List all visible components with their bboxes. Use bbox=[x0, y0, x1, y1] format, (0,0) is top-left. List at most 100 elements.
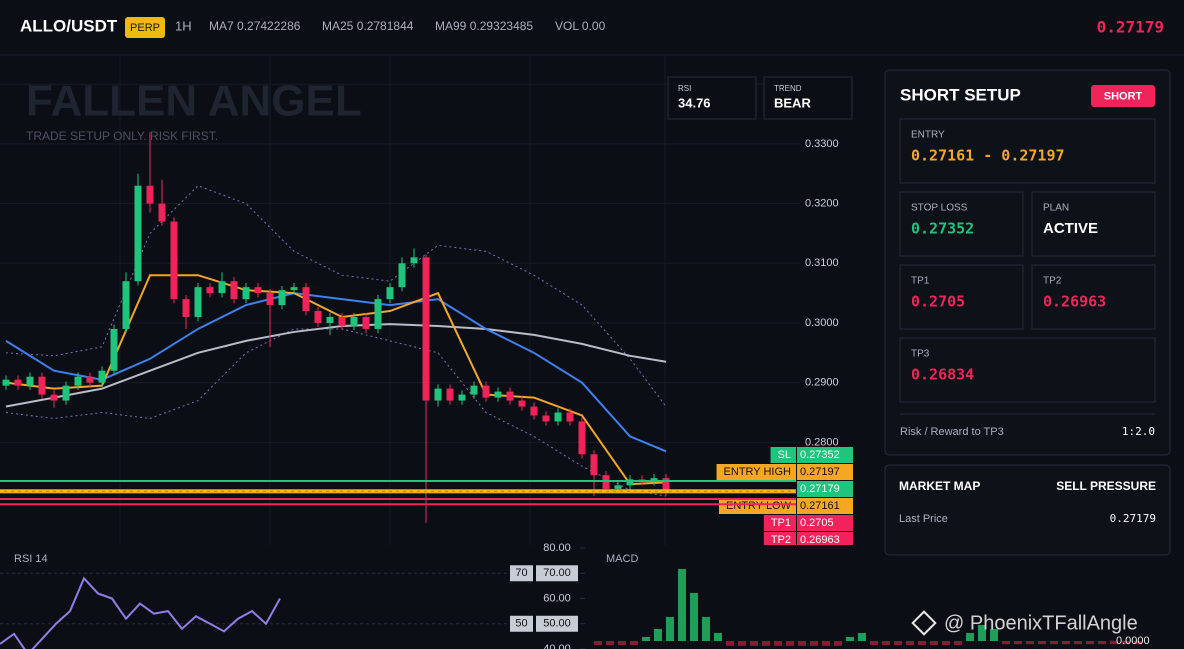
y-tick-label: 40.00 bbox=[543, 643, 571, 649]
level-label: TP2 bbox=[771, 534, 791, 546]
macd-bar bbox=[618, 641, 626, 645]
macd-bar bbox=[978, 625, 986, 641]
candle-body bbox=[530, 406, 538, 416]
y-tick-label: 0.2800 bbox=[805, 436, 839, 448]
y-tick-label: 70.00 bbox=[543, 567, 571, 579]
footer-watermark-text: @ PhoenixTFallAngle bbox=[944, 612, 1138, 634]
vol-value: 0.00 bbox=[582, 19, 606, 33]
y-tick-label: 0.3100 bbox=[805, 257, 839, 269]
tp2-label: TP2 bbox=[1043, 276, 1062, 287]
entry-value: 0.27161 - 0.27197 bbox=[911, 147, 1065, 165]
perp-badge bbox=[125, 17, 165, 38]
sl-card bbox=[899, 191, 1024, 257]
macd-bar bbox=[1038, 641, 1046, 645]
ma99-value: 0.29323485 bbox=[470, 19, 534, 33]
price-plot bbox=[2, 131, 670, 523]
macd-bar bbox=[642, 637, 650, 641]
plan-value: ACTIVE bbox=[1043, 220, 1098, 237]
level-value-box bbox=[797, 481, 853, 497]
macd-bar bbox=[1062, 641, 1070, 645]
candle-body bbox=[206, 287, 214, 294]
candle-body bbox=[386, 287, 394, 300]
candle-body bbox=[2, 379, 10, 386]
candle-body bbox=[602, 475, 610, 489]
rr-label: Risk / Reward to TP3 bbox=[900, 426, 1004, 438]
tp3-value: 0.26834 bbox=[911, 366, 974, 384]
candle-body bbox=[506, 391, 514, 401]
y-tick-label: 50.00 bbox=[543, 618, 571, 630]
candle-body bbox=[74, 376, 82, 386]
macd-bar bbox=[762, 641, 770, 646]
macd-bar bbox=[1098, 641, 1106, 645]
candle-body bbox=[218, 281, 226, 294]
level-value-box bbox=[797, 498, 853, 514]
level-label: TP1 bbox=[771, 517, 791, 529]
candle-body bbox=[458, 394, 466, 401]
macd-bar bbox=[666, 617, 674, 641]
macd-bar bbox=[990, 629, 998, 641]
macd-bar bbox=[714, 633, 722, 641]
badge-box bbox=[667, 76, 757, 120]
candle-body bbox=[242, 287, 250, 300]
market-map-title: MARKET MAP bbox=[899, 479, 980, 493]
macd-bar bbox=[846, 637, 854, 641]
last-price: 0.27179 bbox=[1097, 18, 1164, 37]
candle-body bbox=[290, 287, 298, 291]
market-map: MARKET MAP SELL PRESSURE Last Price 0.27… bbox=[884, 464, 1171, 556]
macd-panel bbox=[590, 545, 1184, 649]
last-price-label: Last Price bbox=[899, 513, 948, 525]
level-label-box bbox=[719, 498, 796, 514]
tp1-card bbox=[899, 264, 1024, 330]
ma7: MA7 0.27422286 bbox=[209, 19, 301, 33]
y-tick-label: 0.3200 bbox=[805, 198, 839, 210]
rsi-level-box bbox=[510, 565, 533, 582]
candle-body bbox=[86, 376, 94, 383]
candle-body bbox=[446, 388, 454, 401]
short-button[interactable] bbox=[1091, 85, 1155, 107]
candle-body bbox=[662, 478, 670, 492]
candle-body bbox=[542, 415, 550, 422]
tagline: TRADE SETUP ONLY. RISK FIRST. bbox=[26, 129, 218, 143]
level-label: ENTRY HIGH bbox=[724, 466, 791, 478]
candle-body bbox=[38, 376, 46, 395]
macd-bar bbox=[822, 641, 830, 646]
macd-bar bbox=[810, 641, 818, 646]
macd-bar bbox=[1014, 641, 1022, 645]
macd-bar bbox=[798, 641, 806, 646]
market-status: SELL PRESSURE bbox=[1056, 479, 1156, 493]
candle-body bbox=[590, 454, 598, 476]
indicator-line bbox=[5, 185, 667, 407]
ma25-value: 0.2781844 bbox=[357, 19, 414, 33]
candle-body bbox=[518, 400, 526, 407]
watermark: FALLEN ANGEL bbox=[26, 77, 362, 126]
macd-bar bbox=[774, 641, 782, 646]
macd-bar bbox=[1026, 641, 1034, 645]
macd-bar bbox=[858, 633, 866, 641]
macd-bar bbox=[630, 641, 638, 645]
ma25: MA25 0.2781844 bbox=[322, 19, 414, 33]
macd-bar bbox=[786, 641, 794, 646]
level-value-box bbox=[797, 515, 853, 531]
level-label-box bbox=[716, 464, 796, 480]
levels: 0.27352 SL 0.27197 ENTRY HIGH 0.27179 0.27161… bbox=[0, 447, 853, 548]
candle-body bbox=[374, 299, 382, 329]
badge-label: RSI bbox=[678, 84, 691, 93]
candle-body bbox=[338, 317, 346, 326]
ma25-label: MA25 bbox=[322, 19, 354, 33]
macd-bar bbox=[1086, 641, 1094, 645]
indicator-badges: RSI 34.76 TREND BEAR bbox=[667, 76, 853, 120]
badge-label: TREND bbox=[774, 84, 802, 93]
candle-body bbox=[554, 412, 562, 422]
main-grid bbox=[119, 56, 666, 545]
candle-body bbox=[182, 299, 190, 318]
level-value: 0.27197 bbox=[800, 466, 840, 478]
setup-panel: SHORT SETUP SHORT ENTRY 0.27161 - 0.2719… bbox=[884, 69, 1171, 456]
sl-label: STOP LOSS bbox=[911, 203, 968, 214]
candle-body bbox=[470, 385, 478, 395]
short-button-text[interactable]: SHORT bbox=[1104, 90, 1143, 102]
badge-value: BEAR bbox=[774, 95, 811, 110]
macd-bar bbox=[738, 641, 746, 646]
volume: VOL 0.00 bbox=[555, 19, 606, 33]
tp1-value: 0.2705 bbox=[911, 293, 965, 311]
